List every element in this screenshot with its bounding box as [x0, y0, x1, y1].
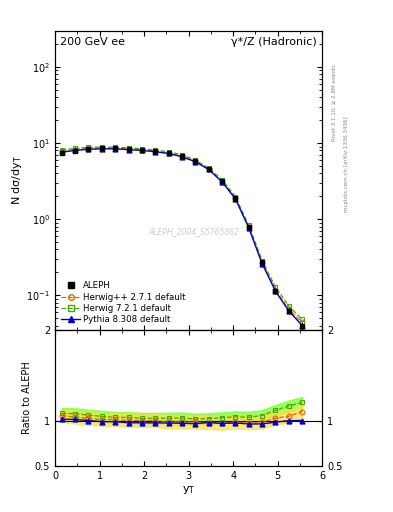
Text: ALEPH_2004_S5765862: ALEPH_2004_S5765862 — [149, 227, 239, 236]
Legend: ALEPH, Herwig++ 2.7.1 default, Herwig 7.2.1 default, Pythia 8.308 default: ALEPH, Herwig++ 2.7.1 default, Herwig 7.… — [59, 280, 188, 326]
Text: mcplots.cern.ch [arXiv:1306.3436]: mcplots.cern.ch [arXiv:1306.3436] — [344, 116, 349, 211]
Text: 200 GeV ee: 200 GeV ee — [61, 37, 125, 47]
Y-axis label: Ratio to ALEPH: Ratio to ALEPH — [22, 361, 32, 434]
Text: γ*/Z (Hadronic): γ*/Z (Hadronic) — [231, 37, 317, 47]
X-axis label: y$_\mathrm{T}$: y$_\mathrm{T}$ — [182, 483, 195, 496]
Y-axis label: N dσ/dy$_\mathrm{T}$: N dσ/dy$_\mathrm{T}$ — [9, 155, 24, 205]
Text: Rivet 3.1.10; ≥ 2.8M events: Rivet 3.1.10; ≥ 2.8M events — [332, 64, 337, 141]
